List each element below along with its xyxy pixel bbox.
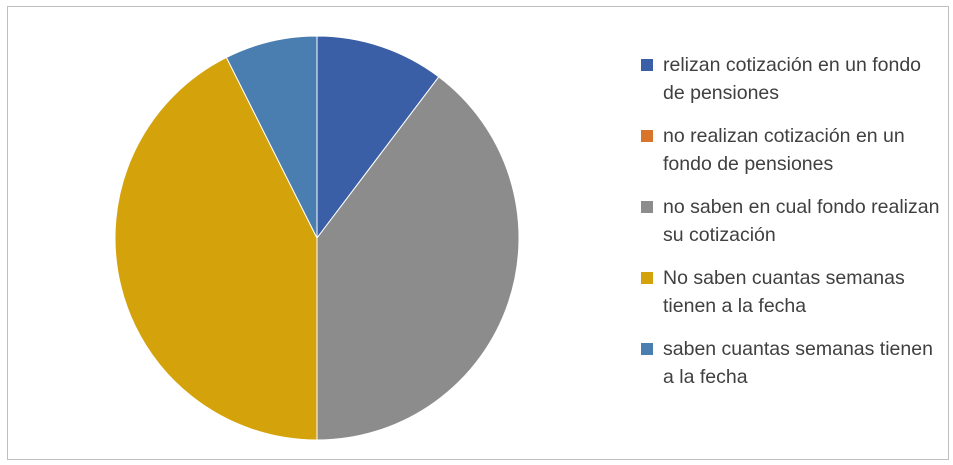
pie-slice	[225, 35, 318, 239]
legend-swatch	[641, 130, 653, 142]
legend-item: no realizan cotización en un fondo de pe…	[641, 122, 941, 178]
legend-label: relizan cotización en un fondo de pensio…	[663, 54, 922, 104]
legend-label: no saben en cual fondo realizan su cotiz…	[663, 196, 940, 246]
pie-slice	[114, 56, 318, 441]
pie-slice	[316, 76, 520, 441]
legend-label: saben cuantas semanas tienen a la fecha	[663, 338, 933, 388]
pie-chart	[114, 35, 520, 441]
legend-swatch	[641, 201, 653, 213]
legend-label: no realizan cotización en un fondo de pe…	[663, 125, 905, 175]
pie-slice	[316, 35, 440, 240]
legend-item: no saben en cual fondo realizan su cotiz…	[641, 193, 941, 249]
legend-swatch	[641, 59, 653, 71]
legend-swatch	[641, 343, 653, 355]
legend-item: saben cuantas semanas tienen a la fecha	[641, 335, 941, 391]
chart-legend: relizan cotización en un fondo de pensio…	[641, 51, 941, 406]
legend-label: No saben cuantas semanas tienen a la fec…	[663, 267, 905, 317]
legend-swatch	[641, 272, 653, 284]
legend-item: relizan cotización en un fondo de pensio…	[641, 51, 941, 107]
chart-area: relizan cotización en un fondo de pensio…	[7, 6, 949, 460]
legend-item: No saben cuantas semanas tienen a la fec…	[641, 264, 941, 320]
